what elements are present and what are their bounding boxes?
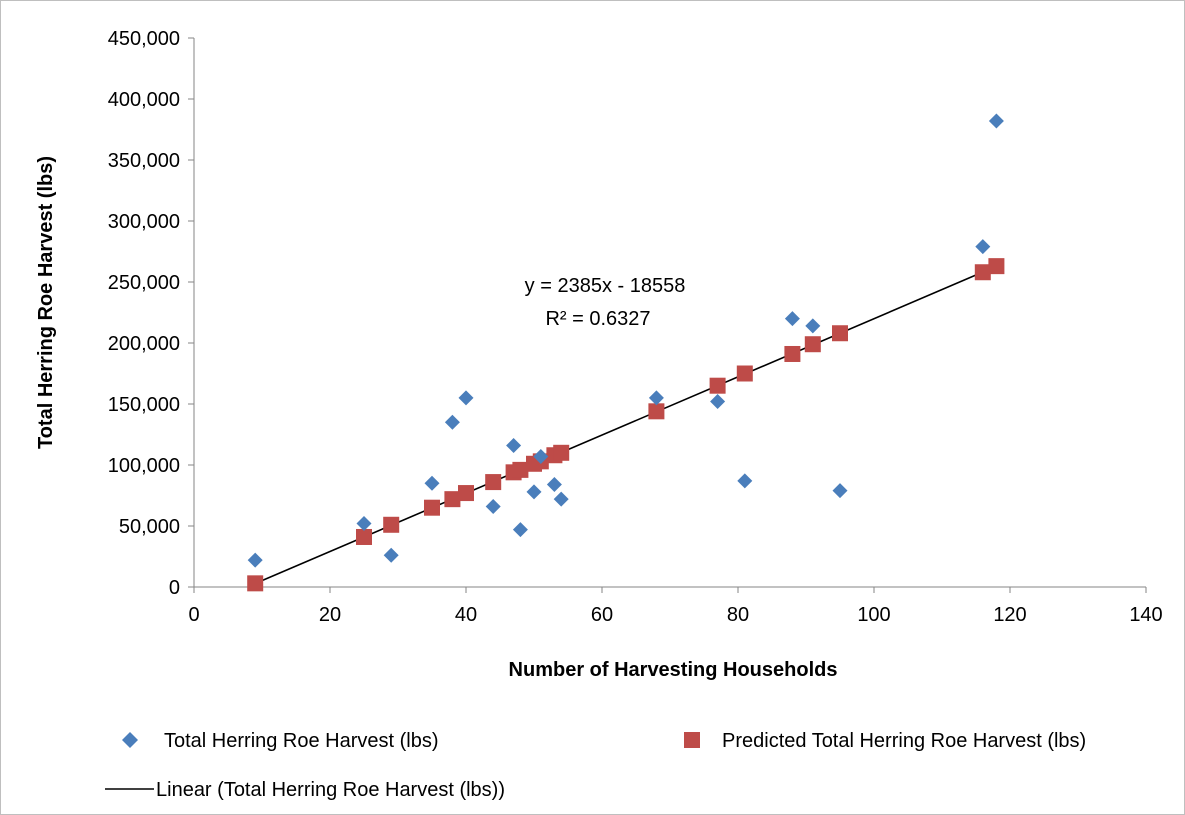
observed-point	[383, 547, 399, 563]
observed-point	[710, 394, 726, 410]
predicted-point	[553, 444, 570, 461]
legend-label-observed: Total Herring Roe Harvest (lbs)	[164, 730, 439, 752]
legend-label-linear: Linear (Total Herring Roe Harvest (lbs))	[156, 779, 505, 801]
observed-point	[512, 522, 528, 538]
observed-point	[988, 113, 1004, 129]
x-axis-title: Number of Harvesting Households	[509, 659, 838, 681]
x-tick-label: 60	[591, 604, 613, 626]
observed-point	[444, 414, 460, 430]
legend-item-observed: Total Herring Roe Harvest (lbs)	[122, 730, 439, 752]
predicted-point	[988, 258, 1005, 275]
predicted-point	[458, 485, 474, 502]
observed-point	[784, 311, 800, 327]
legend-item-linear: Linear (Total Herring Roe Harvest (lbs))	[105, 779, 505, 801]
x-tick-label: 100	[857, 604, 890, 626]
x-tick-label: 140	[1129, 604, 1162, 626]
trendline	[254, 265, 997, 585]
predicted-point	[444, 491, 461, 508]
observed-point	[553, 491, 569, 507]
predicted-point	[784, 345, 801, 362]
observed-point	[975, 239, 991, 255]
y-tick-label: 200,000	[108, 333, 180, 355]
y-tick-label: 250,000	[108, 272, 180, 294]
observed-point	[533, 448, 549, 464]
observed-point	[485, 498, 501, 514]
y-tick-label: 0	[169, 577, 180, 599]
x-tick-label: 80	[727, 604, 749, 626]
y-tick-label: 350,000	[108, 150, 180, 172]
predicted-point	[424, 499, 440, 516]
observed-point	[424, 475, 440, 491]
predicted-point	[709, 377, 726, 394]
legend-item-predicted: Predicted Total Herring Roe Harvest (lbs…	[684, 730, 1086, 752]
annotation-layer: y = 2385x - 18558 R² = 0.6327	[525, 275, 686, 330]
trendline-layer	[254, 265, 997, 585]
observed-point	[737, 473, 753, 489]
observed-point	[546, 477, 562, 493]
observed-point	[832, 483, 848, 499]
predicted-point	[804, 336, 821, 353]
y-tick-label: 50,000	[119, 516, 180, 538]
y-tick-label: 300,000	[108, 211, 180, 233]
predicted-point	[383, 516, 400, 533]
observed-point	[506, 437, 522, 453]
x-tick-label: 0	[188, 604, 199, 626]
r-squared-label: R² = 0.6327	[545, 308, 650, 330]
legend-label-predicted: Predicted Total Herring Roe Harvest (lbs…	[722, 730, 1086, 752]
x-tick-label: 40	[455, 604, 477, 626]
predicted-point	[356, 528, 372, 545]
observed-point	[356, 516, 372, 532]
series-layer	[247, 113, 1005, 592]
predicted-point	[974, 264, 991, 281]
predicted-point	[832, 325, 848, 342]
x-tick-label: 120	[993, 604, 1026, 626]
predicted-point	[485, 474, 502, 491]
x-tick-label: 20	[319, 604, 341, 626]
observed-point	[526, 484, 542, 500]
y-tick-label: 450,000	[108, 28, 180, 50]
predicted-point	[247, 575, 264, 592]
y-tick-label: 400,000	[108, 89, 180, 111]
predicted-point	[736, 365, 753, 382]
y-tick-label: 150,000	[108, 394, 180, 416]
axes: 0 50,000 100,000 150,000 200,000 250,000 300,0…	[108, 28, 1163, 626]
predicted-point	[648, 403, 665, 420]
observed-point	[805, 318, 821, 334]
observed-point	[458, 390, 474, 406]
trendline-equation: y = 2385x - 18558	[525, 275, 686, 297]
observed-point	[648, 390, 664, 406]
y-axis-title: Total Herring Roe Harvest (lbs)	[35, 156, 57, 449]
legend-square-marker	[684, 732, 700, 748]
observed-point	[247, 552, 263, 568]
legend-diamond-marker	[122, 732, 138, 748]
y-tick-label: 100,000	[108, 455, 180, 477]
predicted-point	[512, 461, 529, 478]
legend: Total Herring Roe Harvest (lbs) Predicte…	[105, 730, 1086, 801]
